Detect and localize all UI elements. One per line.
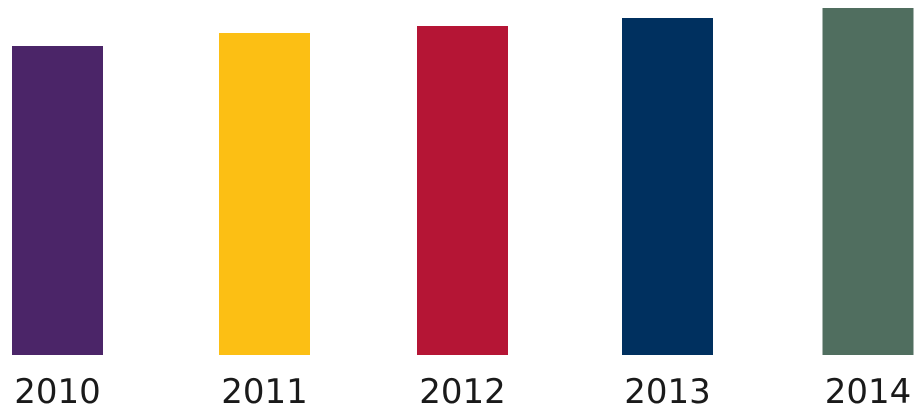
x-tick-label-2010: 2010 bbox=[14, 372, 101, 409]
bar-2014 bbox=[822, 8, 914, 355]
bar-2011 bbox=[219, 33, 310, 355]
bar-group bbox=[12, 8, 914, 355]
x-tick-label-2013: 2013 bbox=[624, 372, 711, 409]
x-tick-label-2014: 2014 bbox=[825, 372, 912, 409]
x-tick-labels: 2010 2011 2012 2013 2014 bbox=[14, 372, 911, 409]
x-tick-label-2012: 2012 bbox=[419, 372, 506, 409]
x-tick-label-2011: 2011 bbox=[221, 372, 308, 409]
bar-2010 bbox=[12, 46, 103, 355]
bar-2013 bbox=[622, 18, 713, 355]
bar-2012 bbox=[417, 26, 508, 355]
